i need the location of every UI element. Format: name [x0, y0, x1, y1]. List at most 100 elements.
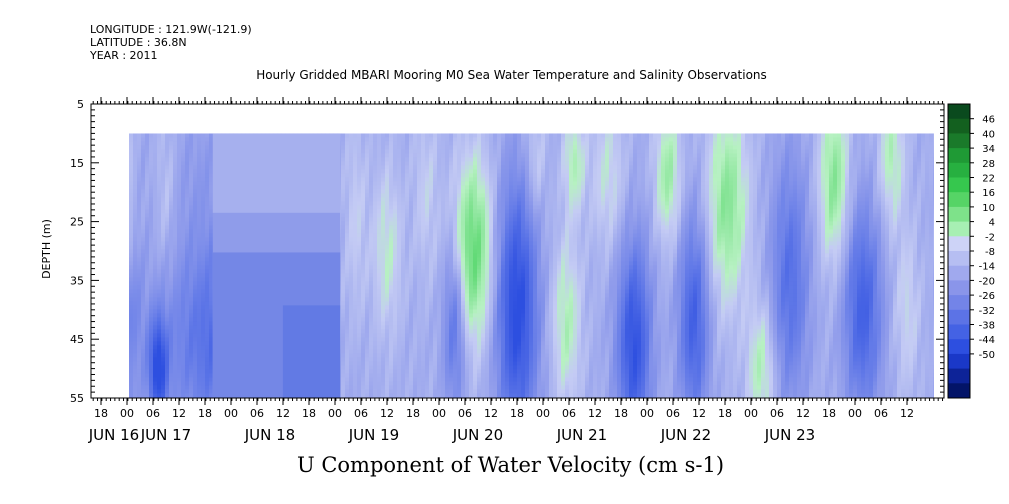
heatmap-cell [417, 369, 422, 374]
heatmap-cell [185, 201, 190, 206]
heatmap-cell [401, 341, 406, 346]
heatmap-cell [141, 389, 146, 394]
heatmap-cell [385, 297, 390, 302]
heatmap-cell [181, 317, 186, 322]
heatmap-cell [149, 193, 154, 198]
heatmap-cell [389, 201, 394, 206]
heatmap-cell [353, 165, 358, 170]
heatmap-cell [349, 317, 354, 322]
heatmap-cell [397, 289, 402, 294]
heatmap-cell [397, 321, 402, 326]
heatmap-cell [389, 161, 394, 166]
heatmap-cell [393, 381, 398, 386]
heatmap-cell [141, 157, 146, 162]
heatmap-cell [145, 133, 150, 138]
heatmap-cell [405, 269, 410, 274]
heatmap-cell [145, 385, 150, 390]
heatmap-cell [205, 261, 210, 266]
heatmap-cell [209, 333, 214, 338]
heatmap-cell [397, 305, 402, 310]
heatmap-cell [141, 165, 146, 170]
heatmap-cell [413, 357, 418, 362]
heatmap-cell [189, 269, 194, 274]
heatmap-cell [353, 213, 358, 218]
heatmap-cell [129, 261, 134, 266]
heatmap-cell [161, 297, 166, 302]
heatmap-cell [409, 161, 414, 166]
heatmap-cell [133, 221, 138, 226]
heatmap-cell [421, 349, 426, 354]
heatmap-cell [389, 369, 394, 374]
heatmap-cell [133, 257, 138, 262]
heatmap-cell [129, 177, 134, 182]
heatmap-cell [201, 229, 206, 234]
heatmap-cell [181, 325, 186, 330]
heatmap-cell [345, 329, 350, 334]
heatmap-cell [185, 357, 190, 362]
heatmap-cell [353, 161, 358, 166]
heatmap-cell [397, 377, 402, 382]
heatmap-cell [137, 325, 142, 330]
heatmap-cell [205, 185, 210, 190]
heatmap-cell [389, 153, 394, 158]
heatmap-cell [353, 241, 358, 246]
heatmap-cell [385, 341, 390, 346]
heatmap-cell [137, 237, 142, 242]
heatmap-cell [193, 341, 198, 346]
heatmap-cell [413, 177, 418, 182]
heatmap-cell [417, 381, 422, 386]
heatmap-cell [169, 133, 174, 138]
heatmap-cell [153, 177, 158, 182]
heatmap-cell [413, 365, 418, 370]
heatmap-cell [421, 265, 426, 270]
heatmap-cell [157, 173, 162, 178]
heatmap-cell [365, 385, 370, 390]
heatmap-cell [161, 193, 166, 198]
heatmap-cell [197, 341, 202, 346]
heatmap-cell [417, 133, 422, 138]
heatmap-cell [409, 189, 414, 194]
heatmap-cell [193, 373, 198, 378]
heatmap-cell [173, 341, 178, 346]
heatmap-cell [405, 197, 410, 202]
heatmap-cell [405, 393, 410, 398]
heatmap-cell [349, 321, 354, 326]
heatmap-cell [141, 229, 146, 234]
heatmap-cell [129, 353, 134, 358]
heatmap-cell [349, 325, 354, 330]
heatmap-cell [361, 277, 366, 282]
heatmap-cell [421, 169, 426, 174]
heatmap-cell [425, 269, 430, 274]
heatmap-cell [205, 133, 210, 138]
heatmap-cell [389, 325, 394, 330]
heatmap-cell [129, 273, 134, 278]
heatmap-cell [393, 241, 398, 246]
heatmap-cell [189, 325, 194, 330]
heatmap-cell [193, 185, 198, 190]
heatmap-cell [373, 353, 378, 358]
heatmap-cell [345, 249, 350, 254]
heatmap-cell [377, 189, 382, 194]
heatmap-cell [193, 161, 198, 166]
heatmap-cell [381, 201, 386, 206]
heatmap-cell [341, 265, 346, 270]
heatmap-cell [381, 185, 386, 190]
heatmap-cell [177, 297, 182, 302]
heatmap-cell [205, 353, 210, 358]
heatmap-cell [409, 201, 414, 206]
heatmap-cell [193, 157, 198, 162]
heatmap-cell [197, 233, 202, 238]
heatmap-cell [173, 289, 178, 294]
heatmap-cell [393, 309, 398, 314]
heatmap-cell [157, 253, 162, 258]
heatmap-cell [161, 265, 166, 270]
heatmap-cell [185, 221, 190, 226]
heatmap-cell [137, 285, 142, 290]
heatmap-cell [373, 389, 378, 394]
heatmap-cell [393, 329, 398, 334]
heatmap-cell [369, 297, 374, 302]
heatmap-cell [385, 293, 390, 298]
heatmap-cell [157, 369, 162, 374]
heatmap-cell [137, 377, 142, 382]
heatmap-cell [129, 329, 134, 334]
